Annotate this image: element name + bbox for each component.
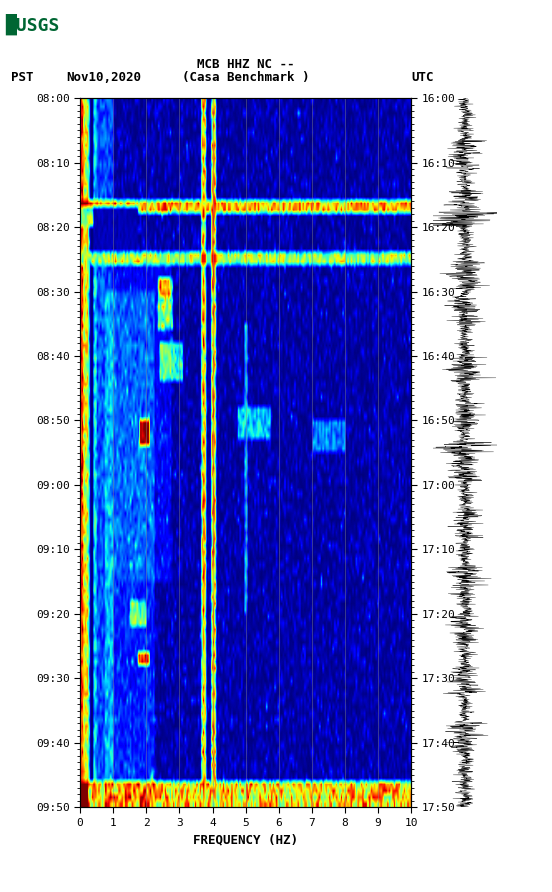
Text: UTC: UTC (411, 71, 434, 84)
Text: PST: PST (11, 71, 34, 84)
Text: MCB HHZ NC --: MCB HHZ NC -- (197, 58, 294, 70)
Text: Nov10,2020: Nov10,2020 (66, 71, 141, 84)
X-axis label: FREQUENCY (HZ): FREQUENCY (HZ) (193, 833, 298, 847)
Text: (Casa Benchmark ): (Casa Benchmark ) (182, 71, 309, 84)
Text: █USGS: █USGS (6, 13, 60, 35)
